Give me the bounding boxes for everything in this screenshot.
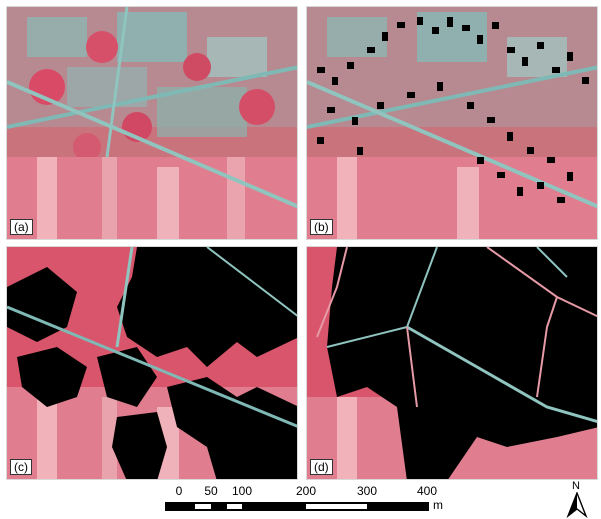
north-label: N — [572, 480, 580, 492]
image-panel-d: (d) — [306, 246, 598, 480]
scale-tick-100: 100 — [231, 484, 253, 498]
scale-segment — [195, 504, 211, 509]
north-arrow: N — [565, 480, 589, 518]
image-panel-c: (c) — [6, 246, 298, 480]
false-color-image-b — [307, 7, 597, 239]
image-panel-a: (a) — [6, 6, 298, 240]
panel-label-d: (d) — [310, 459, 333, 475]
scale-segment — [227, 504, 242, 509]
scale-tick-50: 50 — [204, 484, 218, 498]
scale-unit: m — [433, 498, 443, 512]
panel-label-b: (b) — [310, 219, 333, 235]
scale-tick-0: 0 — [175, 484, 183, 498]
false-color-image-a — [7, 7, 297, 239]
scale-tick-200: 200 — [295, 484, 317, 498]
false-color-image-d — [307, 247, 597, 479]
scale-bar-body — [165, 502, 429, 511]
panel-label-c: (c) — [10, 459, 32, 475]
north-arrow-icon — [566, 492, 588, 518]
scale-tick-400: 400 — [416, 484, 438, 498]
false-color-image-c — [7, 247, 297, 479]
panel-label-a: (a) — [10, 219, 33, 235]
scale-tick-300: 300 — [356, 484, 378, 498]
image-panel-b: (b) — [306, 6, 598, 240]
scale-bar: 0 50 100 200 300 400 m — [165, 484, 445, 518]
scale-segment — [306, 504, 367, 509]
